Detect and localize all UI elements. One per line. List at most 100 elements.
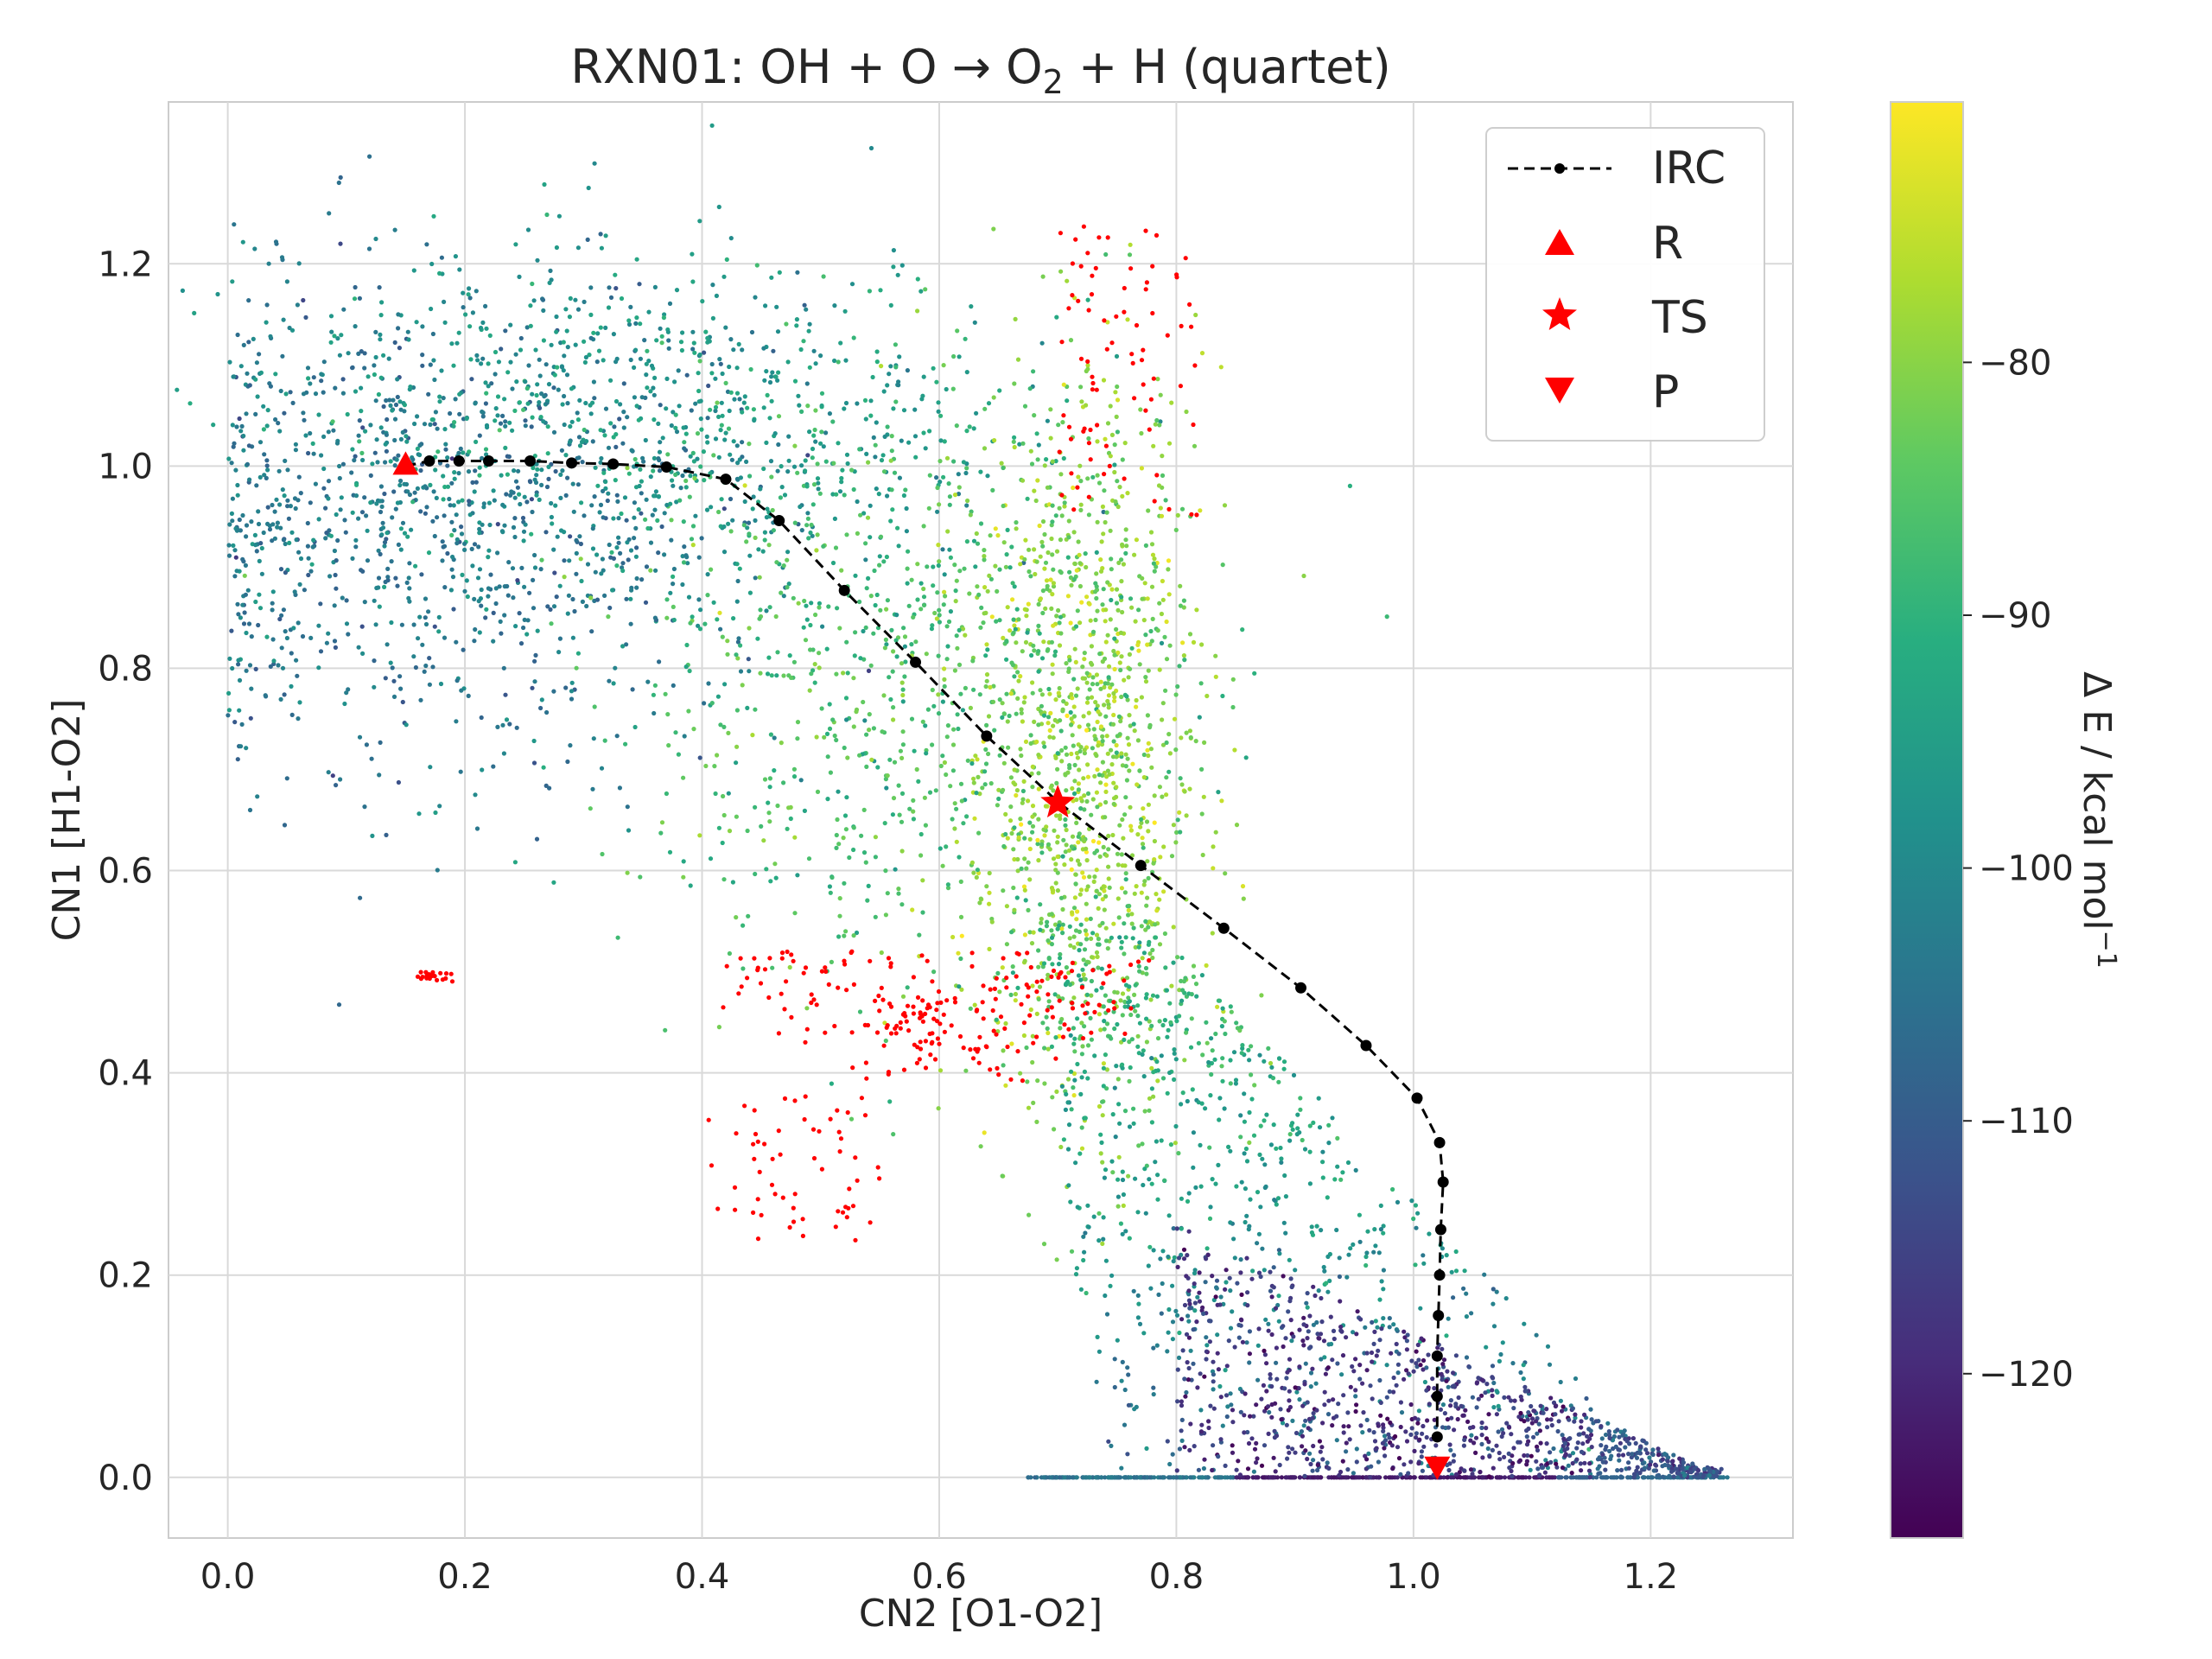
scatter-point [1154, 892, 1159, 897]
scatter-point [1187, 728, 1192, 734]
scatter-point [554, 314, 559, 320]
scatter-point [1365, 1229, 1370, 1234]
scatter-point [1204, 1020, 1209, 1025]
scatter-point [719, 497, 724, 502]
scatter-point [1015, 856, 1020, 862]
scatter-point [792, 835, 798, 840]
scatter-point [370, 833, 375, 839]
scatter-point [682, 440, 687, 445]
scatter-point [772, 768, 777, 773]
scatter-point [1146, 829, 1151, 834]
scatter-point [1229, 1009, 1234, 1014]
scatter-point [1111, 968, 1116, 973]
scatter-point [613, 272, 618, 277]
scatter-point [641, 459, 646, 464]
scatter-point [658, 326, 663, 331]
scatter-point [1095, 439, 1100, 444]
scatter-point [1164, 988, 1169, 993]
scatter-point [1074, 1266, 1079, 1271]
scatter-point [1290, 1121, 1295, 1126]
scatter-point [1153, 1160, 1158, 1165]
scatter-point [276, 663, 281, 668]
scatter-point [673, 425, 678, 430]
scatter-point [599, 766, 605, 771]
scatter-point [1376, 1475, 1381, 1480]
scatter-point [632, 456, 638, 462]
scatter-point [606, 445, 612, 450]
scatter-point [313, 481, 318, 486]
scatter-point [1020, 441, 1026, 446]
scatter-point [1007, 628, 1013, 633]
scatter-point [1249, 1072, 1254, 1077]
scatter-point [1103, 925, 1109, 931]
scatter-point [383, 442, 388, 447]
scatter-point [296, 498, 301, 503]
scatter-point [766, 655, 772, 660]
scatter-point [423, 596, 429, 601]
scatter-point [570, 596, 575, 602]
scatter-point [396, 779, 401, 785]
scatter-point [1179, 998, 1185, 1003]
scatter-point [400, 429, 405, 435]
scatter-point [337, 463, 342, 469]
scatter-point [1146, 668, 1151, 673]
scatter-point [1278, 1145, 1283, 1151]
scatter-point [1049, 1044, 1054, 1049]
scatter-point [1044, 824, 1049, 830]
scatter-point [703, 763, 709, 769]
scatter-point [1084, 846, 1089, 851]
scatter-point [1347, 483, 1352, 489]
scatter-point [1028, 733, 1033, 738]
scatter-point [244, 630, 249, 636]
scatter-point [1149, 542, 1155, 547]
scatter-point [528, 303, 533, 308]
scatter-point [1166, 769, 1172, 774]
scatter-point [1110, 1112, 1116, 1117]
scatter-point [332, 603, 337, 608]
scatter-point [658, 403, 663, 408]
scatter-point [288, 390, 293, 395]
scatter-point [821, 543, 826, 549]
scatter-point [672, 379, 677, 385]
scatter-point [984, 672, 990, 677]
scatter-point [827, 702, 832, 707]
scatter-point [1179, 1196, 1184, 1201]
scatter-point [776, 442, 781, 448]
scatter-point [357, 296, 362, 301]
scatter-point [662, 552, 667, 557]
scatter-point [989, 614, 995, 620]
scatter-point [1156, 483, 1162, 488]
scatter-point [236, 612, 241, 617]
scatter-point [1009, 544, 1014, 550]
scatter-point [786, 434, 791, 439]
scatter-point [301, 391, 307, 397]
scatter-point [461, 290, 466, 296]
scatter-point [659, 820, 665, 825]
scatter-point [448, 410, 453, 416]
scatter-point [486, 548, 492, 553]
scatter-point [866, 575, 871, 582]
scatter-point [657, 449, 663, 454]
scatter-point [1066, 1475, 1071, 1480]
scatter-point [1068, 943, 1073, 948]
scatter-point [911, 614, 916, 620]
scatter-point [1547, 1362, 1553, 1367]
scatter-point [1109, 556, 1114, 562]
scatter-point [1102, 888, 1107, 893]
scatter-point [639, 577, 645, 582]
scatter-point [1162, 931, 1167, 937]
scatter-point [1250, 1268, 1255, 1274]
scatter-point [851, 933, 856, 938]
scatter-point [845, 755, 850, 760]
scatter-point [1166, 1213, 1172, 1218]
scatter-point [1207, 1145, 1212, 1150]
scatter-point [1090, 797, 1096, 802]
scatter-point [626, 471, 632, 476]
scatter-point [1123, 527, 1128, 532]
scatter-point [1123, 935, 1128, 940]
scatter-point [470, 310, 476, 315]
scatter-point [1043, 804, 1048, 809]
scatter-point [1069, 844, 1074, 849]
scatter-point [1599, 1475, 1605, 1480]
scatter-point [963, 470, 969, 476]
